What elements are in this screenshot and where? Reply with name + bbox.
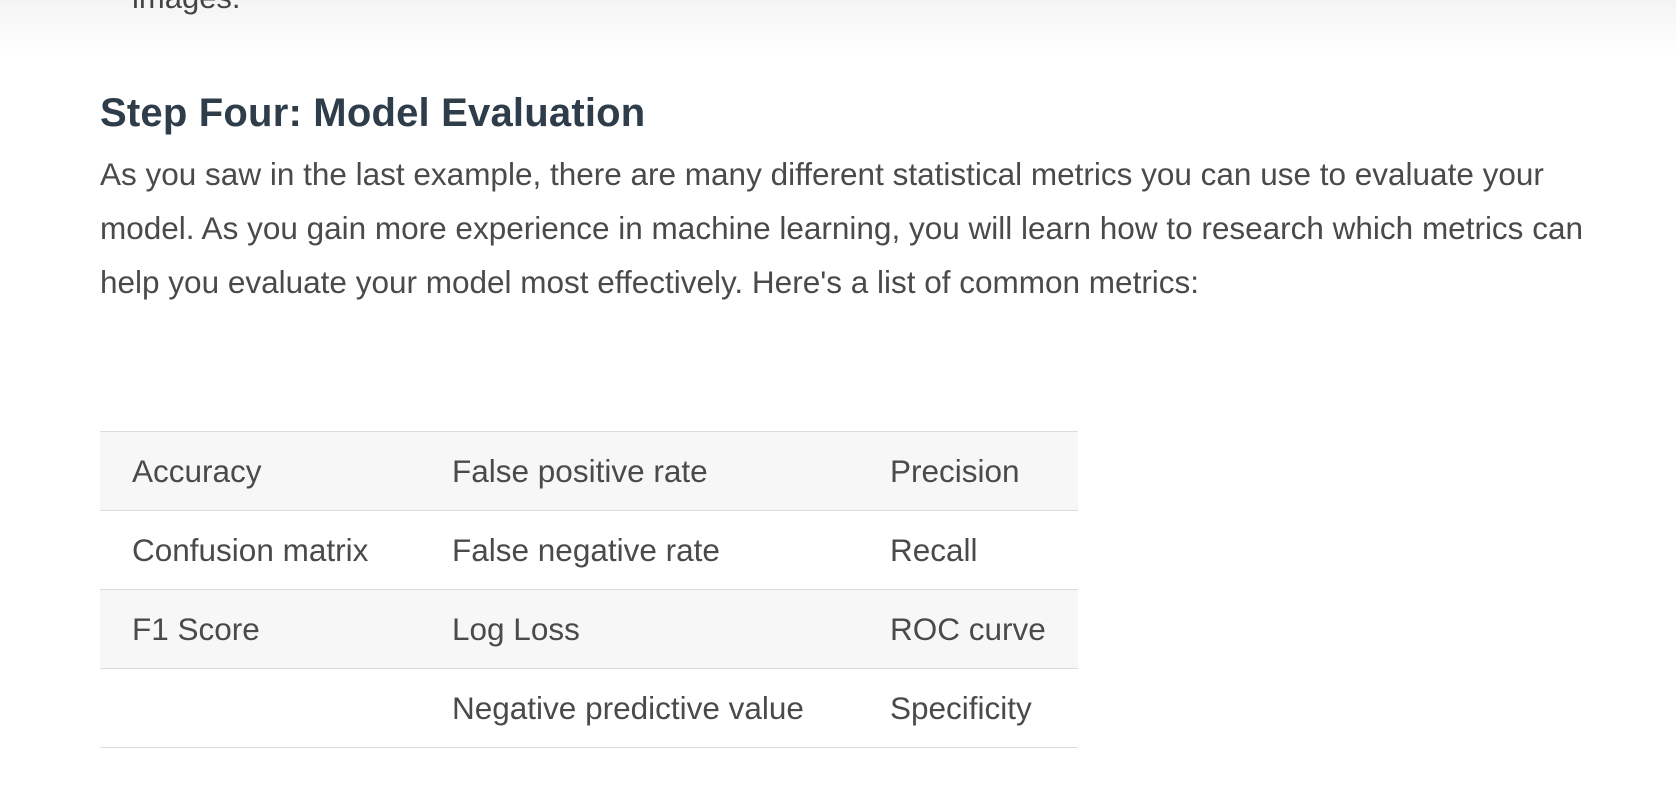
table-cell: Accuracy — [132, 452, 262, 489]
table-cell — [100, 669, 420, 748]
section-intro-paragraph: As you saw in the last example, there ar… — [100, 156, 1583, 300]
table-cell: ROC curve — [890, 610, 1046, 647]
table-cell: Specificity — [890, 689, 1032, 726]
table-row: Negative predictive value Specificity — [100, 668, 1078, 748]
section-heading: Step Four: Model Evaluation — [100, 91, 646, 135]
table-row: F1 Score Log Loss ROC curve — [100, 589, 1078, 669]
table-cell: Precision — [890, 452, 1020, 489]
table-cell: False positive rate — [452, 452, 708, 489]
table-row: Confusion matrix False negative rate Rec… — [100, 510, 1078, 590]
table-row: Accuracy False positive rate Precision — [100, 431, 1078, 511]
table-cell: Log Loss — [452, 610, 580, 647]
table-cell: Recall — [890, 531, 978, 568]
section-content: Step Four: Model Evaluation As you saw i… — [100, 86, 1600, 309]
previous-section-clipped-text: images. — [132, 0, 241, 16]
table-cell: Confusion matrix — [132, 531, 369, 568]
table-cell: F1 Score — [132, 610, 260, 647]
metrics-table: Accuracy False positive rate Precision C… — [100, 431, 1078, 748]
table-cell: Negative predictive value — [452, 689, 804, 726]
table-cell: False negative rate — [452, 531, 720, 568]
previous-section-fade: images. — [0, 0, 1676, 58]
